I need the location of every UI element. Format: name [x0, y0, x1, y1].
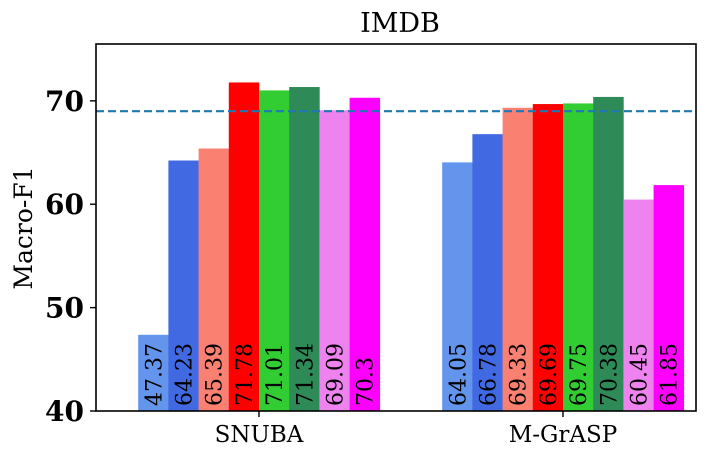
plot-frame	[95, 43, 697, 412]
value-label-snuba-method-7: 69.09	[324, 343, 349, 406]
bar-m-grasp-method-1	[442, 162, 473, 411]
value-label-m-grasp-method-2: 66.78	[477, 343, 502, 406]
y-tick-label-70: 70	[45, 85, 84, 118]
chart-title: IMDB	[360, 8, 440, 39]
axes-group: 40 50 60 70 SNUBA M-GrASP	[45, 43, 697, 448]
value-label-m-grasp-method-7: 60.45	[628, 343, 653, 406]
y-tick-label-60: 60	[45, 188, 84, 221]
bar-snuba-method-5	[259, 90, 290, 412]
bar-m-grasp-method-2	[472, 134, 503, 411]
bar-snuba-method-2	[168, 160, 199, 411]
value-label-m-grasp-method-4: 69.69	[537, 343, 562, 406]
bar-m-grasp-method-7	[623, 199, 654, 411]
bars-group	[138, 82, 685, 412]
bar-snuba-method-3	[198, 148, 230, 411]
value-label-snuba-method-8: 70.3	[354, 357, 379, 406]
x-tick-label-m-grasp: M-GrASP	[509, 422, 618, 448]
value-label-m-grasp-method-1: 64.05	[446, 343, 471, 406]
bar-m-grasp-method-3	[502, 107, 534, 411]
value-label-snuba-method-4: 71.78	[233, 343, 258, 406]
value-label-snuba-method-2: 64.23	[173, 343, 198, 406]
value-label-m-grasp-method-3: 69.33	[507, 343, 532, 406]
y-tick-label-50: 50	[45, 292, 84, 325]
y-tick-label-40: 40	[45, 395, 84, 428]
value-label-m-grasp-method-6: 70.38	[597, 343, 622, 406]
value-label-m-grasp-method-5: 69.75	[567, 343, 592, 406]
value-label-snuba-method-1: 47.37	[142, 343, 167, 406]
value-label-snuba-method-3: 65.39	[203, 343, 228, 406]
bar-m-grasp-method-4	[532, 104, 564, 411]
bar-m-grasp-method-8	[653, 185, 685, 411]
bar-m-grasp-method-6	[593, 96, 624, 412]
x-tick-label-snuba: SNUBA	[215, 422, 304, 448]
bar-m-grasp-method-5	[563, 103, 594, 411]
bar-snuba-method-1	[138, 334, 169, 411]
bar-snuba-method-7	[319, 110, 350, 412]
value-labels-group: 47.37 64.23 65.39 71.78 71.01 71.34 69.09 70.3 6…	[142, 343, 682, 406]
bar-snuba-method-8	[349, 97, 381, 411]
bar-snuba-method-6	[289, 87, 320, 411]
value-label-snuba-method-6: 71.34	[293, 343, 318, 406]
y-axis-label: Macro-F1	[9, 166, 38, 289]
value-label-m-grasp-method-8: 61.85	[658, 343, 683, 406]
bar-snuba-method-4	[228, 82, 260, 412]
value-label-snuba-method-5: 71.01	[263, 343, 288, 406]
